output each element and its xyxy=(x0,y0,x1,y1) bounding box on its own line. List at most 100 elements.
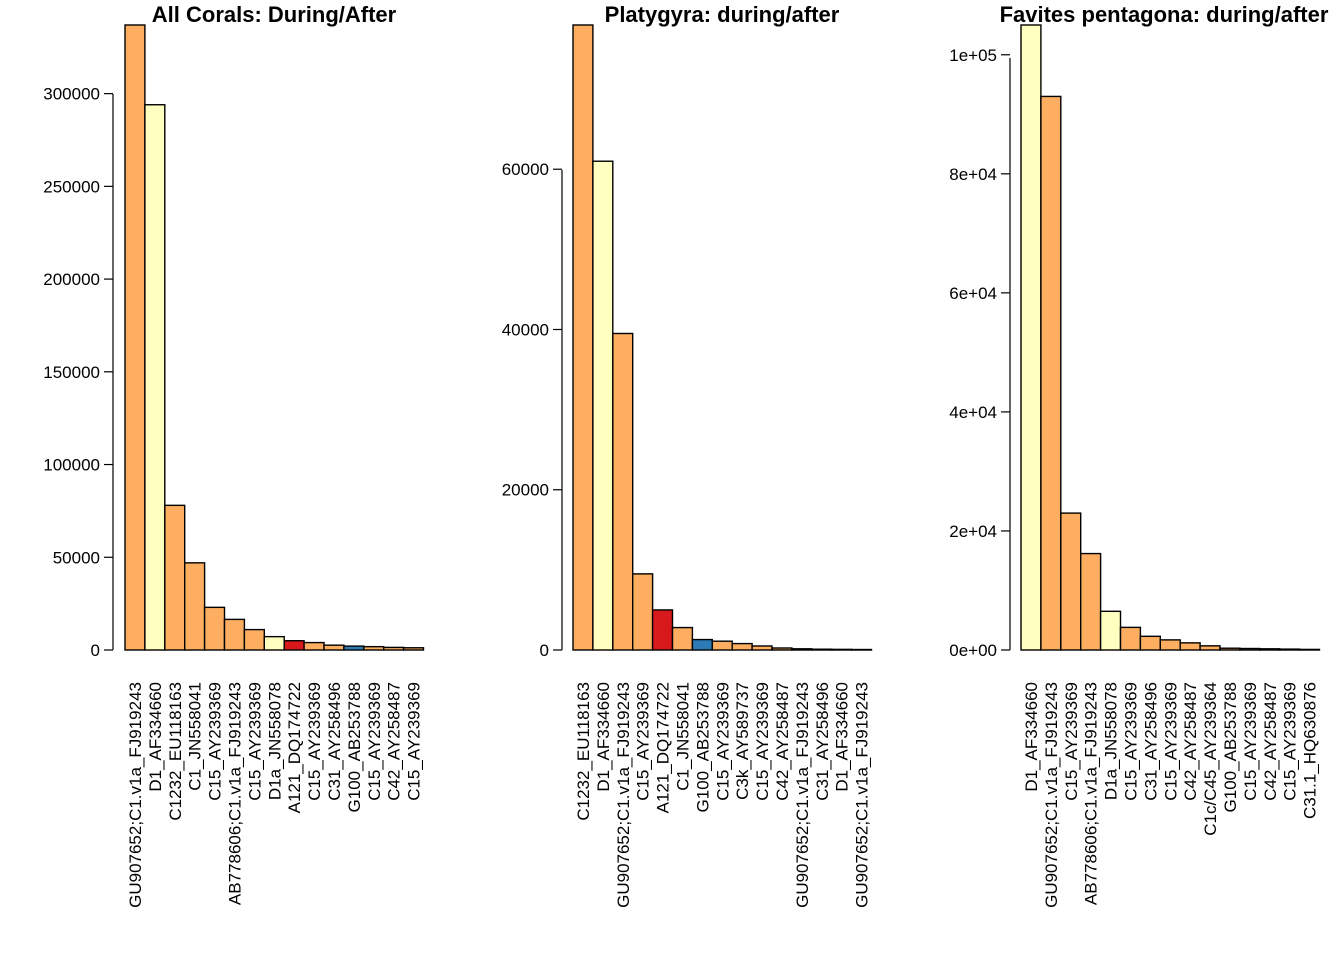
bar xyxy=(164,504,186,651)
chart-title: Platygyra: during/after xyxy=(605,2,840,27)
category-label: C3k_AY589737 xyxy=(733,682,752,800)
bar xyxy=(572,24,594,651)
bar xyxy=(144,104,166,651)
bar xyxy=(343,645,365,651)
chart-panel-1: All Corals: During/After 0 50000 100000 1500… xyxy=(43,2,425,908)
y-tick-label: 250000 xyxy=(43,177,100,196)
category-label: C31.1_HQ630876 xyxy=(1301,682,1320,819)
bar xyxy=(402,647,425,651)
category-label: C1_JN558041 xyxy=(186,682,205,791)
y-tick-label: 150000 xyxy=(43,363,100,382)
y-tick-label: 8e+04 xyxy=(949,165,997,184)
y-tick-label: 6e+04 xyxy=(949,284,997,303)
category-label: C15_AY239369 xyxy=(1241,682,1260,801)
category-label: C15_AY239369 xyxy=(1121,682,1140,801)
bar xyxy=(183,562,206,651)
category-label: D1_AF334660 xyxy=(833,682,852,792)
bar xyxy=(1060,512,1082,651)
category-label: A121_DQ174722 xyxy=(285,682,304,813)
category-label: C1c/C45_AY239364 xyxy=(1201,682,1220,836)
category-label: GU907652;C1.v1a_FJ919243 xyxy=(793,682,812,908)
bar xyxy=(1079,552,1102,651)
category-label: C15_AY239369 xyxy=(1281,682,1300,801)
category-label: GU907652;C1.v1a_FJ919243 xyxy=(853,682,872,908)
bar xyxy=(1119,626,1142,651)
category-label: GU907652;C1.v1a_FJ919243 xyxy=(614,682,633,908)
y-tick-label: 20000 xyxy=(502,481,549,500)
category-label: AB778606;C1.v1a_FJ919243 xyxy=(225,682,244,905)
category-label: C15_AY239369 xyxy=(305,682,324,801)
bar xyxy=(124,24,146,651)
y-tick-label: 4e+04 xyxy=(949,403,997,422)
bar xyxy=(1298,648,1321,651)
bar xyxy=(671,626,694,651)
chart-title: Favites pentagona: during/after xyxy=(1000,2,1329,27)
bar xyxy=(1278,648,1301,651)
category-label: G100_AB253788 xyxy=(345,682,364,812)
bar xyxy=(223,618,246,651)
bar xyxy=(651,609,674,651)
bar xyxy=(592,160,614,651)
bar xyxy=(691,638,714,651)
category-label: C1232_EU118163 xyxy=(166,682,185,821)
bar xyxy=(831,648,853,651)
bar xyxy=(751,645,773,651)
bar xyxy=(711,640,733,651)
bar xyxy=(850,648,873,651)
category-label: C31_AY258496 xyxy=(1141,682,1160,801)
category-label: C1_JN558041 xyxy=(673,682,692,791)
bar xyxy=(1179,642,1201,651)
bar xyxy=(203,606,226,651)
category-label: G100_AB253788 xyxy=(1221,682,1240,812)
category-label: C15_AY239369 xyxy=(1161,682,1180,801)
category-label: D1_AF334660 xyxy=(1022,682,1041,792)
category-label: C42_AY258487 xyxy=(385,682,404,801)
category-label: C31_AY258496 xyxy=(813,682,832,801)
bar xyxy=(1099,610,1122,651)
y-tick-label: 300000 xyxy=(43,85,100,104)
bar xyxy=(1259,648,1281,651)
category-label: C42_AY258487 xyxy=(1181,682,1200,801)
bar xyxy=(323,644,345,651)
bar xyxy=(1159,639,1181,651)
category-label: C1232_EU118163 xyxy=(574,682,593,821)
category-label: D1a_JN558078 xyxy=(1102,682,1121,800)
category-label: C31_AY258496 xyxy=(325,682,344,801)
bar xyxy=(1040,95,1062,651)
chart-title: All Corals: During/After xyxy=(152,2,397,27)
chart-panel-3: Favites pentagona: during/after 0e+00 2e+0… xyxy=(949,2,1329,908)
bar xyxy=(612,332,634,651)
bar xyxy=(811,648,833,651)
bar xyxy=(1020,24,1042,651)
category-label: C15_AY239369 xyxy=(206,682,225,801)
y-tick-label: 60000 xyxy=(502,160,549,179)
bar xyxy=(1219,647,1241,651)
category-label: C42_AY258487 xyxy=(773,682,792,801)
bar xyxy=(263,635,285,651)
category-label: C15_AY239369 xyxy=(405,682,424,801)
y-tick-label: 200000 xyxy=(43,270,100,289)
category-label: C15_AY239369 xyxy=(753,682,772,801)
y-tick-label: 2e+04 xyxy=(949,522,997,541)
category-label: D1a_JN558078 xyxy=(265,682,284,800)
category-label: C15_AY239369 xyxy=(634,682,653,801)
bar xyxy=(791,648,813,651)
bar xyxy=(1239,647,1261,651)
category-label: G100_AB253788 xyxy=(693,682,712,812)
y-tick-label: 100000 xyxy=(43,456,100,475)
category-label: GU907652;C1.v1a_FJ919243 xyxy=(126,682,145,908)
category-label: A121_DQ174722 xyxy=(654,682,673,813)
category-label: C15_AY239369 xyxy=(713,682,732,801)
bar xyxy=(283,640,305,651)
bar xyxy=(731,642,753,651)
category-label: GU907652;C1.v1a_FJ919243 xyxy=(1042,682,1061,908)
y-tick-label: 50000 xyxy=(53,548,100,567)
category-label: D1_AF334660 xyxy=(146,682,165,792)
bar xyxy=(1139,635,1162,651)
bar xyxy=(363,645,385,651)
y-tick-label: 0e+00 xyxy=(949,641,997,660)
bar xyxy=(303,641,325,651)
chart-panel-2: Platygyra: during/after 0 20000 40000 60000 C… xyxy=(502,2,873,908)
bar xyxy=(383,646,405,651)
